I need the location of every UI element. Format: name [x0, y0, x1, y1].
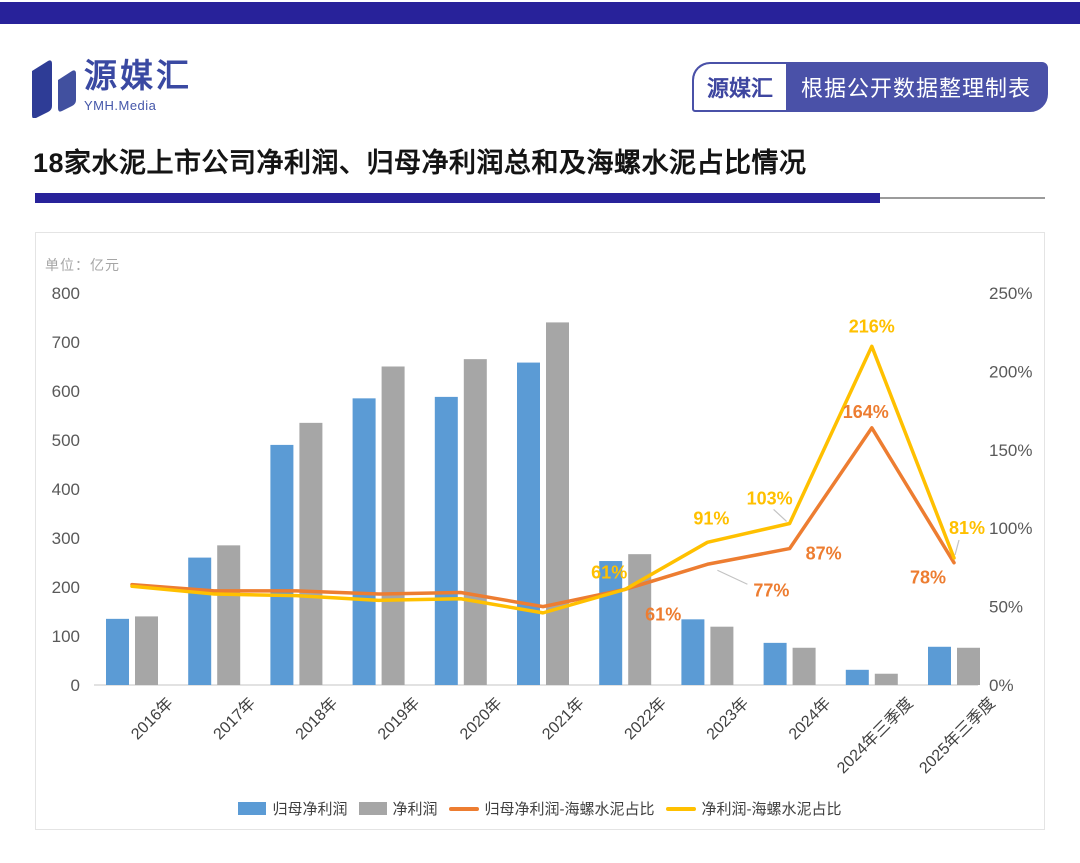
brand-text: 源媒汇 YMH.Media [84, 58, 192, 114]
title-divider [35, 193, 1045, 203]
label-leader-line [954, 539, 960, 556]
legend-line-swatch-icon [665, 806, 696, 811]
bar-归母净利润 [517, 362, 540, 685]
bar-净利润 [217, 545, 241, 685]
legend-bar-swatch-icon [238, 802, 267, 815]
legend-label: 归母净利润 [272, 801, 348, 818]
bars-group [106, 322, 980, 685]
bar-归母净利润 [845, 669, 869, 685]
legend-label: 净利润 [392, 801, 438, 818]
x-axis-label: 2022年 [621, 694, 670, 743]
bar-净利润 [957, 647, 980, 685]
unit-label: 单位：亿元 [45, 257, 120, 273]
data-label: 216% [849, 316, 895, 336]
data-label: 81% [949, 518, 985, 538]
left-axis-tick: 300 [52, 529, 80, 548]
divider-blue-bar [35, 193, 880, 203]
bar-归母净利润 [188, 557, 212, 685]
bar-净利润 [546, 322, 569, 685]
top-accent-bar [0, 2, 1080, 24]
right-axis-tick: 0% [989, 676, 1014, 695]
data-label: 103% [747, 488, 793, 508]
data-label: 61% [645, 604, 681, 624]
left-axis-tick: 100 [52, 627, 80, 646]
page-title: 18家水泥上市公司净利润、归母净利润总和及海螺水泥占比情况 [33, 148, 807, 178]
x-axis-label: 2024年三季度 [833, 694, 916, 777]
legend-item: 归母净利润-海螺水泥占比 [448, 798, 655, 819]
right-axis-tick: 200% [989, 362, 1032, 381]
source-badge-brand: 源媒汇 [693, 64, 786, 110]
x-axis-label: 2017年 [210, 694, 259, 743]
x-axis-label: 2016年 [128, 694, 177, 743]
line-归母净利润-海螺水泥占比 [130, 426, 956, 609]
bar-归母净利润 [681, 619, 705, 685]
legend-item: 净利润-海螺水泥占比 [665, 798, 842, 819]
x-axis-label: 2021年 [539, 694, 588, 743]
x-axis-label: 2019年 [374, 694, 423, 743]
line-净利润-海螺水泥占比 [130, 344, 956, 615]
divider-gray-line [875, 197, 1045, 199]
right-axis-tick: 250% [989, 284, 1032, 303]
ymh-logo-icon [32, 60, 76, 118]
chart-card: 单位：亿元 0 100 200 300 400 500 600 700 800 0% 50% 100%… [35, 232, 1045, 830]
bar-净利润 [710, 626, 734, 685]
data-label: 61% [591, 562, 627, 582]
left-axis-tick: 500 [52, 431, 80, 450]
legend-bar-swatch-icon [358, 802, 387, 815]
right-axis-tick: 50% [989, 598, 1023, 617]
brand-subtitle: YMH.Media [84, 98, 157, 113]
brand-logo: 源媒汇 YMH.Media [30, 58, 192, 118]
legend-item: 净利润 [358, 798, 438, 819]
bar-净利润 [792, 647, 816, 685]
left-axis-tick: 800 [52, 284, 80, 303]
x-axis-label: 2018年 [292, 694, 341, 743]
x-axis-label: 2025年三季度 [916, 694, 999, 777]
source-badge: 源媒汇 根据公开数据整理制表 [691, 62, 1048, 112]
bar-归母净利润 [763, 642, 787, 685]
legend-label: 净利润-海螺水泥占比 [701, 801, 842, 818]
bar-归母净利润 [106, 618, 129, 685]
x-axis-label: 2020年 [456, 694, 505, 743]
right-axis-tick: 150% [989, 441, 1032, 460]
x-axis-label: 2024年 [785, 694, 834, 743]
bar-净利润 [299, 422, 323, 685]
x-axis-label: 2023年 [703, 694, 752, 743]
legend-item: 归母净利润 [238, 798, 348, 819]
bar-净利润 [874, 673, 898, 685]
data-label: 77% [753, 580, 789, 600]
data-label: 87% [806, 544, 842, 564]
left-axis-tick: 600 [52, 382, 80, 401]
bar-净利润 [135, 616, 158, 685]
chart-legend: 归母净利润 净利润 归母净利润-海螺水泥占比 净利润-海螺水泥占比 [36, 798, 1044, 819]
bar-归母净利润 [928, 646, 951, 685]
data-label: 164% [843, 402, 889, 422]
legend-line-swatch-icon [448, 806, 479, 811]
bar-净利润 [381, 366, 405, 685]
data-label: 91% [693, 508, 729, 528]
left-axis-tick: 400 [52, 480, 80, 499]
brand-name: 源媒汇 [84, 57, 192, 94]
bar-归母净利润 [352, 398, 376, 685]
combo-chart: 0 100 200 300 400 500 600 700 800 0% 50% 100% 150% 20… [52, 284, 1033, 777]
left-axis-tick: 200 [52, 578, 80, 597]
bar-归母净利润 [434, 396, 458, 685]
bar-归母净利润 [270, 444, 294, 685]
legend-label: 归母净利润-海螺水泥占比 [484, 801, 655, 818]
left-axis-tick: 700 [52, 333, 80, 352]
label-leader-line [717, 569, 748, 585]
label-leader-line [773, 509, 788, 522]
bar-净利润 [463, 359, 487, 685]
left-axis-tick: 0 [71, 676, 80, 695]
right-axis-tick: 100% [989, 519, 1032, 538]
data-label: 78% [910, 568, 946, 588]
source-badge-note: 根据公开数据整理制表 [785, 64, 1046, 110]
